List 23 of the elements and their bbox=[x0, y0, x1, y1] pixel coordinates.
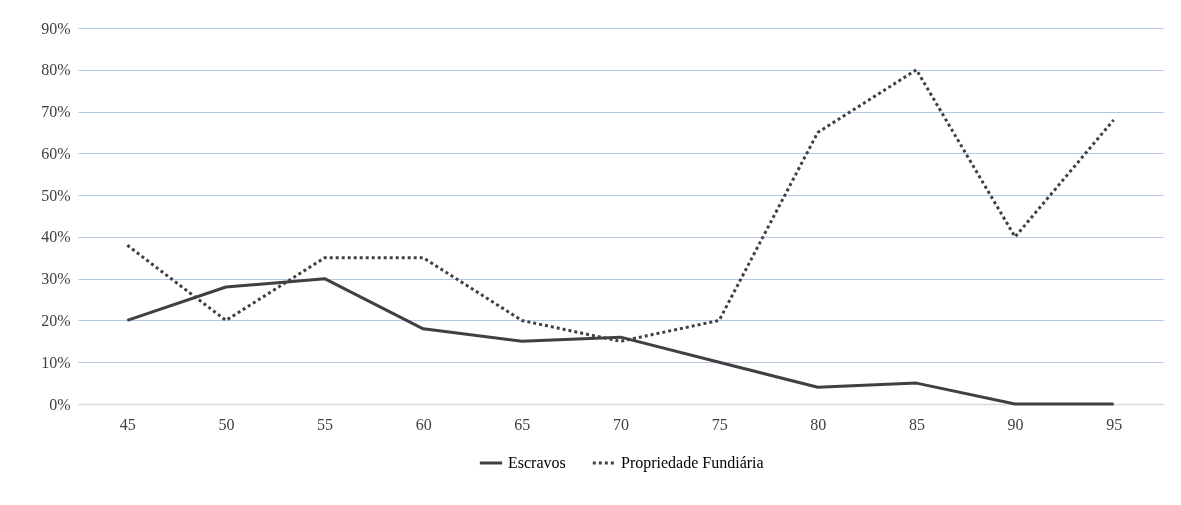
x-tick-label: 50 bbox=[218, 415, 235, 433]
x-tick-label: 75 bbox=[711, 415, 728, 433]
x-tick-label: 65 bbox=[514, 415, 531, 433]
y-tick-label: 80% bbox=[41, 61, 71, 79]
x-tick-label: 60 bbox=[415, 415, 432, 433]
y-tick-label: 20% bbox=[41, 311, 71, 329]
x-tick-label: 45 bbox=[119, 415, 136, 433]
y-tick-label: 10% bbox=[41, 353, 71, 371]
x-tick-label: 55 bbox=[317, 415, 334, 433]
y-tick-label: 90% bbox=[41, 19, 71, 37]
x-tick-label: 95 bbox=[1106, 415, 1123, 433]
y-tick-label: 70% bbox=[41, 103, 71, 121]
y-tick-label: 30% bbox=[41, 270, 71, 288]
x-tick-label: 85 bbox=[908, 415, 925, 433]
y-tick-label: 40% bbox=[41, 228, 71, 246]
x-tick-label: 80 bbox=[810, 415, 827, 433]
y-tick-label: 0% bbox=[49, 395, 71, 413]
legend-label: Escravos bbox=[508, 454, 566, 471]
x-tick-label: 70 bbox=[613, 415, 629, 433]
y-tick-label: 60% bbox=[41, 144, 71, 162]
x-tick-label: 90 bbox=[1007, 415, 1024, 433]
legend-label: Propriedade Fundiária bbox=[621, 454, 764, 472]
y-tick-label: 50% bbox=[41, 186, 71, 204]
